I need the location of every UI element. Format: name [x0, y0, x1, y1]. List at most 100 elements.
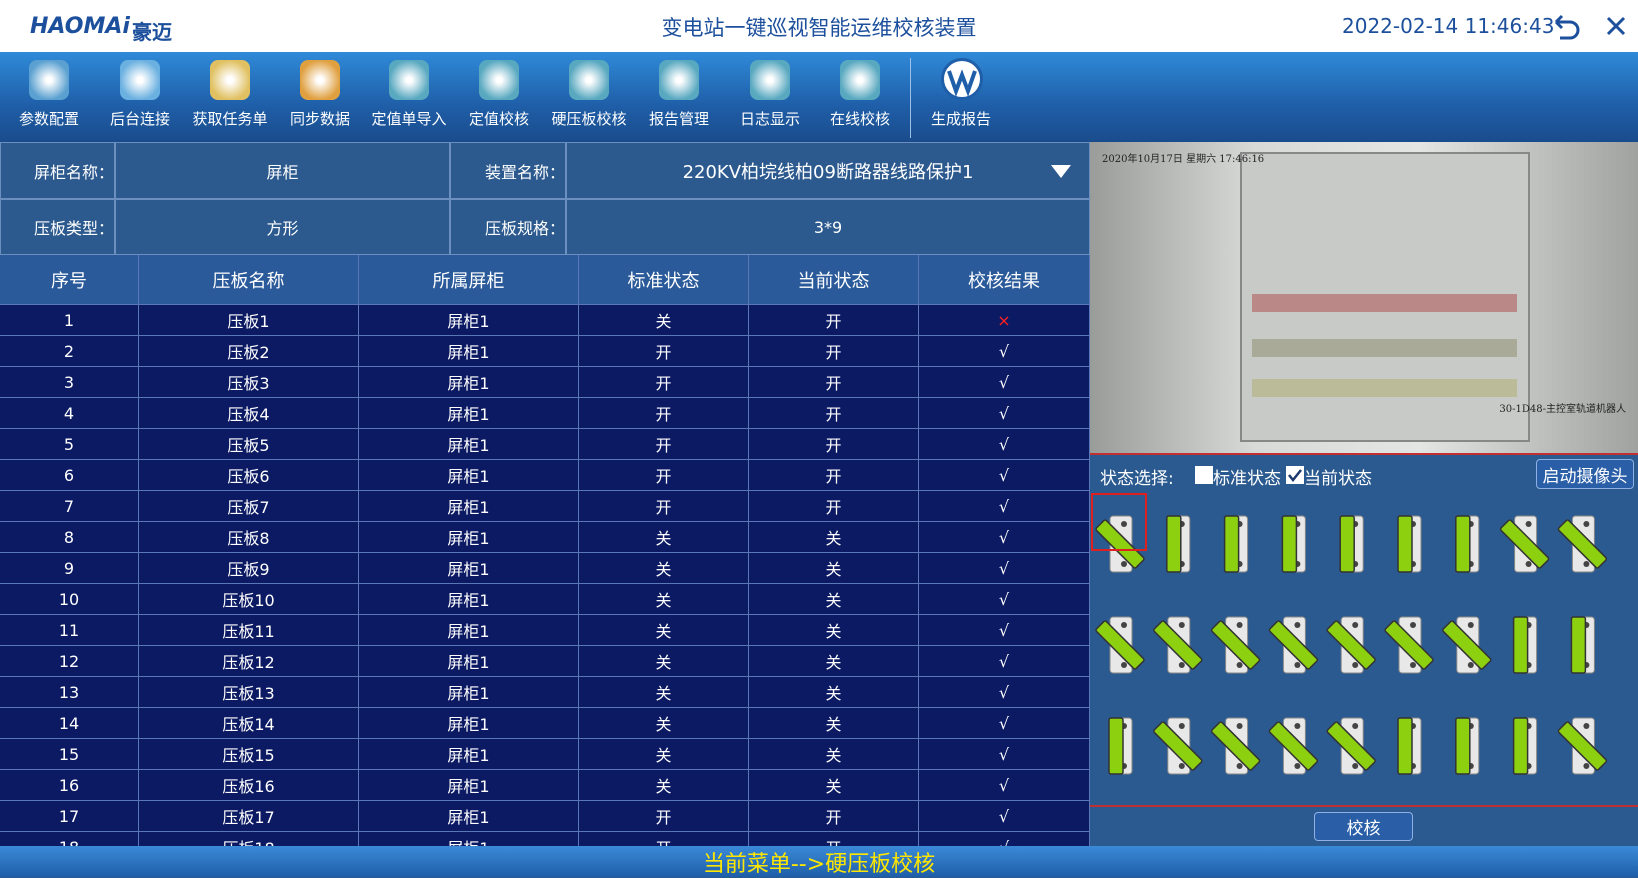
- lever: [1384, 620, 1434, 670]
- column-header: 序号: [0, 255, 139, 305]
- window-controls[interactable]: [1550, 12, 1630, 42]
- toolbar-label: 报告管理: [648, 110, 709, 128]
- table-cell: 关: [749, 553, 919, 584]
- checkbox[interactable]: [1286, 466, 1304, 484]
- table-cell: 压板7: [139, 491, 359, 522]
- lever: [1499, 519, 1550, 569]
- toolbar-button[interactable]: 定值单导入: [364, 52, 454, 142]
- plate-row: [1252, 339, 1517, 357]
- toolbar-button[interactable]: 日志显示: [725, 52, 815, 142]
- screw: [1121, 521, 1127, 527]
- switch-icon: [1326, 717, 1376, 775]
- table-cell: 关: [749, 739, 919, 770]
- switch-icon: [1557, 717, 1608, 775]
- value: 方形: [115, 199, 450, 255]
- table-cell: √: [919, 553, 1090, 584]
- toolbar-button[interactable]: 硬压板校核: [544, 52, 634, 142]
- switch-icon: [1557, 515, 1608, 573]
- toolbar-button[interactable]: 生成报告: [916, 52, 1006, 142]
- lever: [1512, 616, 1529, 674]
- table-cell: 开: [579, 336, 749, 367]
- screw: [1525, 521, 1532, 527]
- switch-icon: [1223, 515, 1249, 573]
- table-cell: 关: [579, 646, 749, 677]
- lever: [1095, 620, 1145, 670]
- lever: [1153, 620, 1203, 670]
- table-cell: 屏柜1: [359, 832, 579, 846]
- table-cell: 屏柜1: [359, 367, 579, 398]
- lever: [1397, 515, 1413, 573]
- table-cell: √: [919, 801, 1090, 832]
- table-cell: 屏柜1: [359, 491, 579, 522]
- table-cell: 开: [579, 398, 749, 429]
- status-label: 状态选择:: [1100, 469, 1174, 489]
- toolbar-label: 生成报告: [930, 110, 991, 128]
- lever: [1570, 616, 1587, 674]
- lever: [1397, 717, 1413, 775]
- table-cell: 开: [579, 491, 749, 522]
- device-select[interactable]: 220KV柏垸线柏09断路器线路保护1: [566, 142, 1090, 199]
- table-cell: √: [919, 584, 1090, 615]
- column-header: 压板名称: [139, 255, 359, 305]
- toolbar-button[interactable]: 后台连接: [95, 52, 185, 142]
- lever: [1557, 721, 1608, 771]
- icon: [659, 60, 699, 100]
- lever: [1268, 721, 1319, 771]
- camera-button[interactable]: 启动摄像头: [1536, 459, 1634, 489]
- checkbox[interactable]: [1195, 466, 1213, 484]
- screw: [1121, 622, 1127, 628]
- table-cell: 11: [0, 615, 139, 646]
- screw: [1178, 662, 1185, 668]
- table-cell: √: [919, 491, 1090, 522]
- toolbar-button[interactable]: 在线校核: [815, 52, 905, 142]
- toolbar-button[interactable]: 定值校核: [454, 52, 544, 142]
- lever: [1210, 620, 1261, 670]
- table-cell: 14: [0, 708, 139, 739]
- table-cell: 屏柜1: [359, 801, 579, 832]
- toolbar-button[interactable]: 获取任务单: [185, 52, 275, 142]
- screw: [1294, 662, 1301, 668]
- switch-icon: [1095, 616, 1145, 674]
- separator: [910, 58, 911, 138]
- switch-icon: [1397, 515, 1422, 573]
- screw: [1583, 723, 1590, 729]
- table-cell: 关: [579, 770, 749, 801]
- table-cell: 关: [579, 708, 749, 739]
- table-cell: 压板15: [139, 739, 359, 770]
- toolbar-button[interactable]: 参数配置: [4, 52, 94, 142]
- table-cell: 开: [579, 801, 749, 832]
- switch-icon: [1268, 717, 1319, 775]
- switch-icon: [1499, 515, 1550, 573]
- table-cell: 压板1: [139, 305, 359, 336]
- camera-view: 2020年10月17日 星期六 17:46:16 30-1D48-主控室轨道机器…: [1090, 142, 1638, 453]
- icon: [569, 60, 609, 100]
- table-cell: 关: [749, 677, 919, 708]
- switch-icon: [1210, 717, 1261, 775]
- dropdown-arrow: [1051, 165, 1071, 178]
- screw: [1352, 723, 1359, 729]
- screw: [1178, 763, 1185, 769]
- toolbar-button[interactable]: 同步数据: [275, 52, 365, 142]
- screw: [1467, 622, 1474, 628]
- column-header: 标准状态: [579, 255, 749, 305]
- lever: [1281, 515, 1298, 573]
- table-cell: 关: [749, 770, 919, 801]
- table-cell: 压板3: [139, 367, 359, 398]
- toolbar-button[interactable]: 报告管理: [634, 52, 724, 142]
- table-cell: 开: [749, 367, 919, 398]
- lever: [1455, 515, 1471, 573]
- lever: [1326, 620, 1376, 670]
- table-cell: 关: [749, 522, 919, 553]
- table-cell: 屏柜1: [359, 708, 579, 739]
- column-header: 当前状态: [749, 255, 919, 305]
- switch-icon: [1166, 515, 1191, 573]
- screw: [1236, 723, 1243, 729]
- lever: [1210, 721, 1261, 771]
- lever: [1326, 721, 1376, 771]
- table-cell: 开: [749, 460, 919, 491]
- table-cell: √: [919, 429, 1090, 460]
- switch-icon: [1268, 616, 1319, 674]
- table-cell: 压板18: [139, 832, 359, 846]
- icon: [389, 60, 429, 100]
- verify-button[interactable]: 校核: [1314, 812, 1413, 841]
